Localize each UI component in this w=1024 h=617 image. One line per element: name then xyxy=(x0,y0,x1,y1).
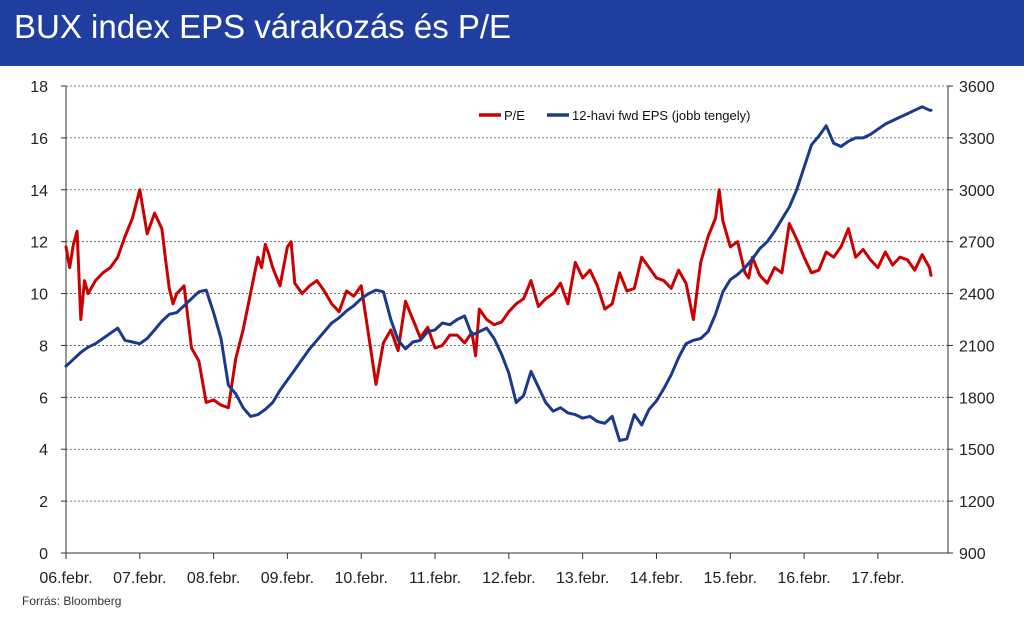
series-line-pe xyxy=(64,188,933,410)
y-tick-label-right: 2700 xyxy=(959,235,995,252)
legend: P/E 12-havi fwd EPS (jobb tengely) xyxy=(479,108,750,123)
y-tick-label-left: 18 xyxy=(30,79,48,96)
y-tick-label-left: 4 xyxy=(39,442,48,459)
legend-label: P/E xyxy=(504,108,525,123)
axes: 0 2 4 6 8 10 12 14 16 18 900 1200 1500 1800 2100 2400 27… xyxy=(30,79,994,587)
x-tick-label: 13.febr. xyxy=(556,570,609,587)
x-tick-label: 09.febr. xyxy=(261,570,314,587)
y-tick-label-right: 2400 xyxy=(959,287,995,304)
y-tick-label-right: 3000 xyxy=(959,183,995,200)
legend-label: 12-havi fwd EPS (jobb tengely) xyxy=(572,108,750,123)
x-tick-label: 12.febr. xyxy=(482,570,535,587)
x-tick-label: 15.febr. xyxy=(704,570,757,587)
y-tick-label-left: 16 xyxy=(30,131,48,148)
x-tick-label: 17.febr. xyxy=(851,570,904,587)
y-tick-label-left: 10 xyxy=(30,287,48,304)
series-line-eps xyxy=(64,105,933,443)
series xyxy=(64,105,933,443)
y-tick-label-left: 8 xyxy=(39,338,48,355)
y-tick-label-right: 1500 xyxy=(959,442,995,459)
y-tick-label-left: 6 xyxy=(39,390,48,407)
x-tick-label: 10.febr. xyxy=(335,570,388,587)
x-tick-label: 11.febr. xyxy=(409,570,461,587)
x-tick-label: 07.febr. xyxy=(113,570,166,587)
y-tick-label-right: 3300 xyxy=(959,131,995,148)
x-tick-label: 16.febr. xyxy=(777,570,830,587)
y-tick-label-right: 3600 xyxy=(959,79,995,96)
y-tick-label-right: 1800 xyxy=(959,390,995,407)
chart: 0 2 4 6 8 10 12 14 16 18 900 1200 1500 1800 2100 2400 27… xyxy=(30,79,994,587)
y-tick-label-right: 900 xyxy=(959,546,986,563)
page-title: BUX index EPS várakozás és P/E xyxy=(14,8,512,45)
grid xyxy=(66,85,948,502)
x-tick-label: 14.febr. xyxy=(630,570,683,587)
y-tick-label-left: 14 xyxy=(30,183,48,200)
y-tick-label-left: 0 xyxy=(39,546,48,563)
y-tick-label-left: 12 xyxy=(30,235,48,252)
y-tick-label-right: 1200 xyxy=(959,494,995,511)
title-bar: BUX index EPS várakozás és P/E xyxy=(0,0,1024,66)
y-tick-label-left: 2 xyxy=(39,494,48,511)
x-tick-label: 08.febr. xyxy=(187,570,240,587)
source-note: Forrás: Bloomberg xyxy=(22,594,122,608)
y-tick-label-right: 2100 xyxy=(959,338,995,355)
x-tick-label: 06.febr. xyxy=(39,570,92,587)
